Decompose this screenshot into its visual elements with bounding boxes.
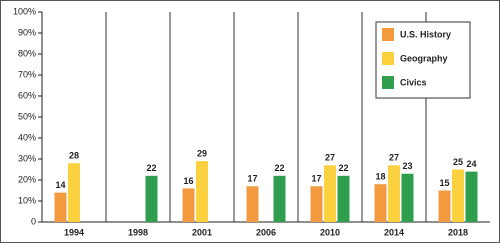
x-tick-label: 2018 xyxy=(448,227,468,237)
x-tick-label: 1994 xyxy=(64,227,84,237)
bar xyxy=(54,192,67,222)
value-label: 27 xyxy=(325,153,335,163)
bar xyxy=(182,188,195,222)
value-label: 18 xyxy=(375,172,385,182)
y-tick-label: 50% xyxy=(18,111,36,121)
bar xyxy=(310,186,323,222)
value-label: 15 xyxy=(439,178,449,188)
value-label: 22 xyxy=(338,163,348,173)
y-tick-label: 100% xyxy=(13,6,36,16)
value-label: 22 xyxy=(146,163,156,173)
value-label: 22 xyxy=(274,163,284,173)
x-tick-label: 2010 xyxy=(320,227,340,237)
bar xyxy=(324,165,336,222)
bar xyxy=(246,186,259,222)
value-label: 23 xyxy=(402,161,412,171)
y-tick-label: 0 xyxy=(31,216,36,226)
value-label: 25 xyxy=(453,157,463,167)
value-label: 24 xyxy=(466,159,476,169)
x-tick-label: 2014 xyxy=(384,227,404,237)
x-tick-label: 2001 xyxy=(192,227,212,237)
bar xyxy=(452,169,464,222)
bar xyxy=(438,190,451,222)
y-tick-label: 20% xyxy=(18,174,36,184)
value-label: 17 xyxy=(311,174,321,184)
y-tick-label: 10% xyxy=(18,195,36,205)
bar xyxy=(388,165,400,222)
legend-label: U.S. History xyxy=(400,29,451,39)
value-label: 29 xyxy=(197,148,207,158)
bar xyxy=(68,163,80,222)
x-tick-label: 1998 xyxy=(128,227,148,237)
bar xyxy=(374,184,387,222)
bar xyxy=(145,175,158,222)
legend-swatch xyxy=(382,76,394,89)
legend-label: Geography xyxy=(400,53,448,63)
y-tick-label: 90% xyxy=(18,27,36,37)
bar xyxy=(465,171,478,222)
y-tick-label: 60% xyxy=(18,90,36,100)
value-label: 16 xyxy=(183,176,193,186)
bar xyxy=(401,173,414,222)
x-tick-label: 2006 xyxy=(256,227,276,237)
legend-swatch xyxy=(382,52,394,65)
value-label: 17 xyxy=(247,174,257,184)
y-tick-label: 30% xyxy=(18,153,36,163)
bar xyxy=(337,175,350,222)
y-tick-label: 70% xyxy=(18,69,36,79)
y-tick-label: 40% xyxy=(18,132,36,142)
legend-label: Civics xyxy=(400,77,427,87)
legend-swatch xyxy=(382,28,394,41)
value-label: 27 xyxy=(389,153,399,163)
bar xyxy=(196,161,208,222)
value-label: 14 xyxy=(55,180,65,190)
y-tick-label: 80% xyxy=(18,48,36,58)
value-label: 28 xyxy=(69,151,79,161)
bar xyxy=(273,175,286,222)
